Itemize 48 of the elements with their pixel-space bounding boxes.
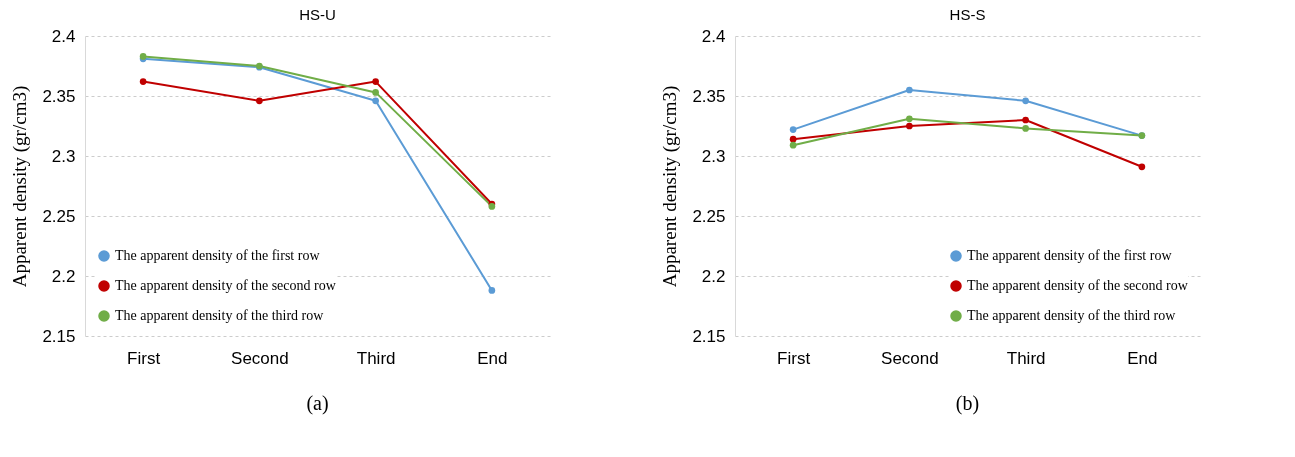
y-tick-label: 2.35 bbox=[42, 86, 76, 106]
y-axis-title: Apparent density (gr/cm3) bbox=[9, 85, 32, 288]
point bbox=[372, 89, 379, 96]
legend-label: The apparent density of the third row bbox=[967, 308, 1177, 323]
y-tick-label: 2.4 bbox=[51, 26, 76, 46]
point bbox=[1022, 125, 1029, 132]
x-tick-label: Second bbox=[881, 348, 939, 368]
y-tick-label: 2.3 bbox=[701, 146, 726, 166]
y-tick-label: 2.15 bbox=[692, 326, 726, 346]
point bbox=[372, 97, 379, 105]
legend-label: The apparent density of the second row bbox=[115, 278, 337, 293]
text: (b) bbox=[955, 392, 980, 415]
point bbox=[1138, 163, 1146, 171]
legend-label: The apparent density of the first row bbox=[115, 248, 321, 263]
point bbox=[1022, 116, 1029, 124]
point bbox=[488, 287, 496, 294]
legend-label: The apparent density of the second row bbox=[967, 278, 1189, 293]
chart-title: HS-U bbox=[299, 6, 336, 23]
x-tick-label: Third bbox=[1006, 348, 1046, 368]
x-tick-label: Third bbox=[356, 348, 396, 368]
legend-label: The apparent density of the third row bbox=[115, 308, 325, 323]
chart-title: HS-S bbox=[949, 6, 986, 23]
text: (a) bbox=[306, 392, 329, 415]
y-tick-label: 2.25 bbox=[42, 206, 76, 226]
y-tick-label: 2.2 bbox=[701, 266, 726, 286]
x-tick-label: Second bbox=[231, 348, 289, 368]
legend-label: The apparent density of the first row bbox=[967, 248, 1173, 263]
point bbox=[906, 122, 913, 130]
y-tick-label: 2.3 bbox=[51, 146, 76, 166]
x-tick-label: First bbox=[777, 348, 811, 368]
point bbox=[256, 97, 263, 105]
point bbox=[789, 126, 797, 133]
x-tick-label: First bbox=[127, 348, 161, 368]
x-tick-label: End bbox=[1127, 348, 1158, 368]
point bbox=[372, 78, 379, 85]
point bbox=[906, 115, 913, 123]
y-tick-label: 2.4 bbox=[701, 26, 726, 46]
point bbox=[789, 135, 797, 143]
y-axis-title: Apparent density (gr/cm3) bbox=[659, 85, 682, 288]
x-tick-label: End bbox=[477, 348, 508, 368]
point bbox=[1022, 97, 1029, 105]
y-tick-label: 2.15 bbox=[42, 326, 76, 346]
point bbox=[139, 78, 147, 85]
point bbox=[906, 86, 913, 94]
y-tick-label: 2.25 bbox=[692, 206, 726, 226]
y-tick-label: 2.35 bbox=[692, 86, 726, 106]
point bbox=[789, 141, 797, 149]
y-tick-label: 2.2 bbox=[51, 266, 76, 286]
